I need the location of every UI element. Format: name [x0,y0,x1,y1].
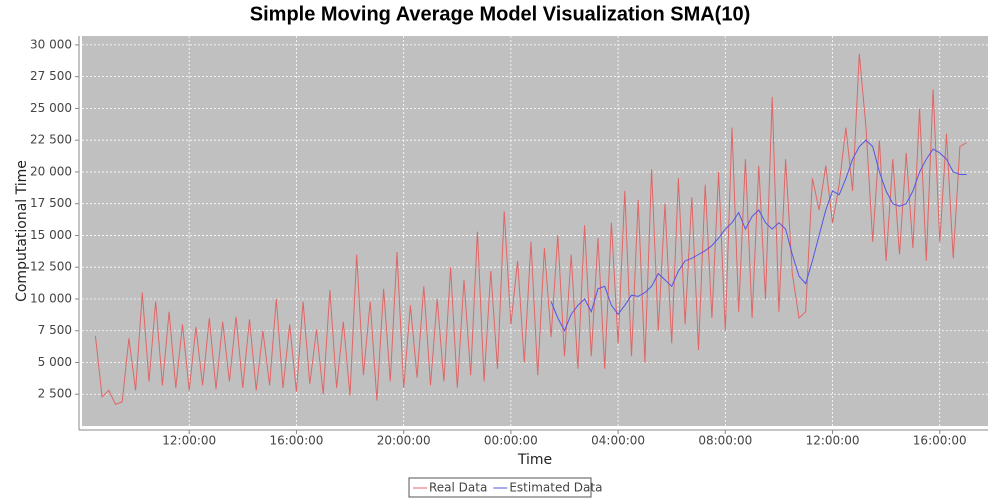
y-axis-title: Computational Time [14,160,30,302]
legend-label: Estimated Data [509,481,602,495]
x-tick-label: 16:00:00 [913,434,967,448]
series-line [550,139,967,332]
x-tick-label: 16:00:00 [269,434,323,448]
y-tick-label: 20 000 [30,164,72,178]
x-tick-label: 00:00:00 [484,434,538,448]
series-line [94,53,967,406]
y-tick-label: 25 000 [30,101,72,115]
x-axis-title: Time [517,452,552,468]
y-tick-label: 27 500 [30,69,72,83]
x-tick-label: 12:00:00 [162,434,216,448]
y-tick-label: 22 500 [30,133,72,147]
x-tick-label: 20:00:00 [377,434,431,448]
y-tick-label: 10 000 [30,291,72,305]
plot-area [82,36,988,426]
chart-title: Simple Moving Average Model Visualizatio… [250,3,750,25]
y-tick-label: 15 000 [30,228,72,242]
y-tick-label: 30 000 [30,37,72,51]
y-tick-label: 17 500 [30,196,72,210]
y-tick-label: 2 500 [38,387,72,401]
y-tick-label: 5 000 [38,355,72,369]
x-tick-label: 04:00:00 [591,434,645,448]
y-tick-label: 7 500 [38,323,72,337]
legend-label: Real Data [429,481,487,495]
y-tick-label: 12 500 [30,260,72,274]
x-tick-label: 08:00:00 [698,434,752,448]
x-tick-label: 12:00:00 [806,434,860,448]
